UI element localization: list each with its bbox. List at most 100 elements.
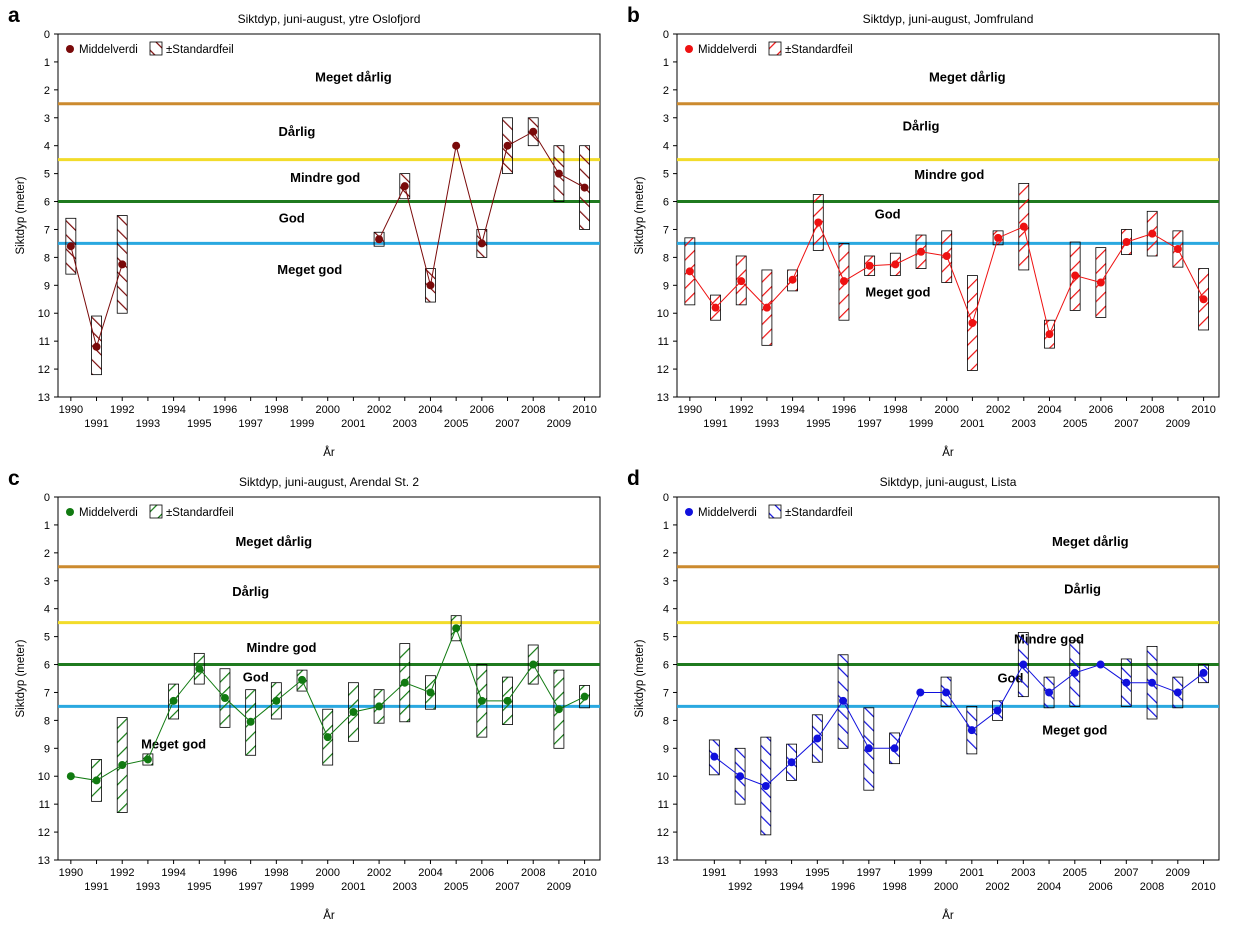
mean-point (169, 696, 178, 705)
x-tick-label: 1991 (703, 418, 727, 430)
x-tick-label: 2005 (444, 881, 468, 893)
x-tick-label: 1991 (702, 867, 726, 879)
x-tick-label: 1990 (678, 404, 702, 416)
class-label: Mindre god (914, 167, 984, 182)
y-tick-label: 2 (44, 85, 50, 97)
legend-mean-marker (66, 508, 74, 516)
x-tick-label: 2004 (1037, 881, 1061, 893)
x-tick-label: 1998 (264, 867, 288, 879)
mean-point (477, 696, 486, 705)
mean-point (787, 758, 796, 767)
y-tick-label: 8 (663, 252, 669, 264)
mean-point (1122, 238, 1131, 247)
y-tick-label: 3 (663, 113, 669, 125)
legend-mean-marker (685, 508, 693, 516)
mean-point (1045, 330, 1054, 339)
legend-se-label: ±Standardfeil (166, 44, 234, 56)
mean-point (1045, 688, 1054, 697)
mean-point (554, 169, 563, 178)
x-tick-label: 2005 (1063, 867, 1087, 879)
class-label: Mindre god (290, 170, 360, 185)
x-tick-label: 2000 (934, 404, 958, 416)
mean-point (246, 717, 255, 726)
y-tick-label: 9 (663, 280, 669, 292)
y-tick-label: 5 (44, 632, 50, 644)
mean-point (400, 182, 409, 191)
x-tick-label: 1990 (59, 404, 83, 416)
y-axis-title: Siktdyp (meter) (634, 639, 646, 717)
y-tick-label: 8 (44, 252, 50, 264)
mean-point (1148, 229, 1157, 238)
x-tick-label: 2006 (1089, 404, 1113, 416)
x-tick-label: 1998 (883, 404, 907, 416)
class-label: Dårlig (278, 124, 315, 139)
x-tick-label: 1996 (831, 881, 855, 893)
x-tick-label: 2008 (1140, 404, 1164, 416)
y-tick-label: 11 (658, 336, 669, 348)
y-tick-label: 0 (663, 492, 669, 504)
x-tick-label: 1996 (213, 867, 237, 879)
mean-point (1096, 278, 1105, 287)
y-tick-label: 3 (663, 576, 669, 588)
y-tick-label: 13 (38, 855, 50, 867)
class-label: God (243, 669, 269, 684)
mean-point (839, 277, 848, 286)
panel-letter: c (8, 467, 20, 490)
y-tick-label: 0 (44, 29, 50, 41)
x-tick-label: 1997 (238, 418, 262, 430)
mean-point (968, 319, 977, 328)
y-tick-label: 10 (38, 308, 50, 320)
x-tick-label: 2008 (1140, 881, 1164, 893)
legend-mean-label: Middelverdi (698, 507, 757, 519)
mean-point (503, 696, 512, 705)
y-tick-label: 8 (44, 715, 50, 727)
class-label: Dårlig (232, 584, 269, 599)
class-label: Meget god (277, 262, 342, 277)
x-tick-label: 2010 (572, 867, 596, 879)
plot-frame (676, 33, 1220, 398)
mean-point (891, 260, 900, 269)
class-label: Meget dårlig (1052, 534, 1129, 549)
x-tick-label: 2007 (495, 418, 519, 430)
y-tick-label: 4 (44, 141, 50, 153)
x-tick-label: 1992 (110, 404, 134, 416)
x-axis-title: År (942, 909, 954, 922)
class-label: Dårlig (1064, 581, 1101, 596)
y-tick-label: 2 (44, 548, 50, 560)
x-tick-label: 1995 (805, 867, 829, 879)
class-label: Meget god (1042, 722, 1107, 737)
class-label: Meget dårlig (235, 534, 312, 549)
x-tick-label: 1996 (213, 404, 237, 416)
mean-point (323, 733, 332, 742)
mean-point (375, 702, 384, 711)
mean-point (400, 678, 409, 687)
mean-point (916, 688, 925, 697)
mean-point (92, 342, 101, 351)
mean-point (710, 752, 719, 761)
x-tick-label: 1997 (238, 881, 262, 893)
x-tick-label: 2003 (1012, 418, 1036, 430)
mean-point (993, 706, 1002, 715)
x-tick-label: 2010 (1191, 404, 1215, 416)
legend-se-swatch (149, 41, 163, 56)
mean-point (1070, 668, 1079, 677)
mean-point (529, 127, 538, 136)
x-tick-label: 1992 (110, 867, 134, 879)
mean-point (118, 761, 127, 770)
y-tick-label: 3 (44, 113, 50, 125)
x-tick-label: 2001 (341, 881, 365, 893)
x-tick-label: 2003 (393, 418, 417, 430)
x-tick-label: 2003 (393, 881, 417, 893)
mean-point (426, 281, 435, 290)
chart-panel-c: c 0 1 2 3 4 5 6 7 8 9 10 11 12 13 1990 1991 1992 1993 1994… (0, 463, 619, 926)
x-tick-label: 2005 (1063, 418, 1087, 430)
chart-title: Siktdyp, juni-august, Lista (880, 475, 1017, 489)
y-axis-title: Siktdyp (meter) (634, 176, 646, 254)
x-tick-label: 1994 (780, 404, 804, 416)
class-label: Meget dårlig (929, 69, 1006, 84)
legend-se-label: ±Standardfeil (166, 507, 234, 519)
y-tick-label: 6 (44, 660, 50, 672)
y-tick-label: 6 (663, 197, 669, 209)
y-tick-label: 5 (44, 169, 50, 181)
x-tick-label: 2001 (960, 418, 984, 430)
